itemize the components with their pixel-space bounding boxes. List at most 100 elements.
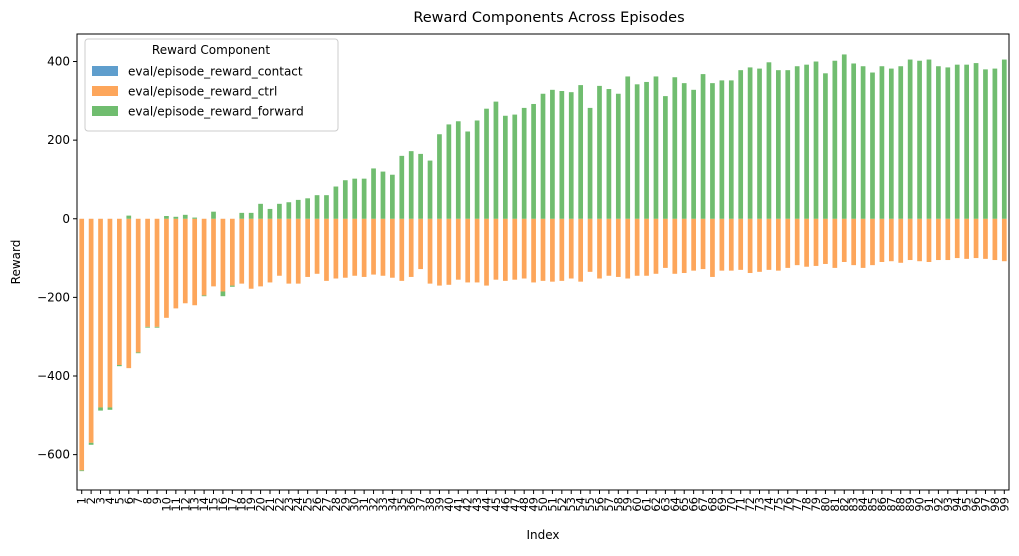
x-tick-label: 95 <box>960 497 974 512</box>
x-tick-label: 22 <box>272 497 286 512</box>
bar-episode-reward-ctrl-52 <box>559 218 565 281</box>
bar-episode-reward-ctrl-26 <box>314 218 320 274</box>
bar-episode-reward-ctrl-37 <box>418 218 423 270</box>
bar-episode-reward-forward-58 <box>615 93 621 219</box>
bar-episode-reward-forward-16 <box>220 291 226 297</box>
bar-episode-reward-forward-81 <box>832 60 838 219</box>
x-tick-label: 15 <box>207 497 221 512</box>
bar-episode-reward-forward-30 <box>352 178 358 219</box>
bar-episode-reward-forward-34 <box>390 174 395 219</box>
y-axis-label: Reward <box>9 240 23 285</box>
bar-episode-reward-forward-84 <box>860 66 866 219</box>
bar-episode-reward-ctrl-11 <box>173 218 179 309</box>
bar-episode-reward-forward-60 <box>634 84 640 219</box>
x-tick-label: 45 <box>489 497 503 512</box>
bars-layer <box>79 54 1007 472</box>
bar-episode-reward-ctrl-70 <box>728 218 734 271</box>
x-tick-label: 19 <box>244 497 258 512</box>
x-tick-label: 86 <box>875 497 889 512</box>
bar-episode-reward-forward-43 <box>474 120 480 219</box>
x-tick-label: 20 <box>254 497 268 512</box>
x-tick-label: 67 <box>696 497 710 512</box>
x-tick-label: 56 <box>592 497 606 512</box>
x-tick-label: 89 <box>903 497 917 512</box>
x-tick-label: 5 <box>112 497 126 504</box>
bar-episode-reward-forward-92 <box>936 66 941 219</box>
x-tick-label: 57 <box>602 497 616 512</box>
x-tick-label: 40 <box>442 497 456 512</box>
bar-episode-reward-forward-82 <box>841 54 847 219</box>
bar-episode-reward-forward-49 <box>531 103 536 219</box>
bar-episode-reward-forward-11 <box>173 216 179 219</box>
bar-episode-reward-ctrl-96 <box>973 218 979 259</box>
x-tick-label: 16 <box>216 497 230 512</box>
x-tick-label: 44 <box>480 497 494 512</box>
x-tick-label: 53 <box>564 497 578 512</box>
bar-episode-reward-forward-90 <box>917 60 922 219</box>
bar-episode-reward-ctrl-41 <box>455 218 461 280</box>
bar-episode-reward-forward-78 <box>804 64 809 219</box>
bar-episode-reward-forward-22 <box>277 203 282 219</box>
bar-episode-reward-ctrl-34 <box>390 218 395 278</box>
bar-episode-reward-forward-26 <box>314 195 320 219</box>
bar-episode-reward-forward-13 <box>192 217 198 219</box>
x-tick-label: 7 <box>131 497 145 504</box>
x-tick-label: 37 <box>414 497 428 512</box>
bar-episode-reward-ctrl-40 <box>446 218 452 285</box>
bar-episode-reward-forward-5 <box>117 364 122 367</box>
bar-episode-reward-ctrl-7 <box>135 218 141 353</box>
x-tick-label: 25 <box>301 497 315 512</box>
bar-episode-reward-ctrl-55 <box>587 218 593 272</box>
x-tick-label: 60 <box>630 497 644 512</box>
bar-episode-reward-ctrl-94 <box>954 218 960 259</box>
x-tick-label: 68 <box>705 497 719 512</box>
bar-episode-reward-ctrl-99 <box>1001 218 1007 262</box>
bar-episode-reward-ctrl-79 <box>813 218 819 266</box>
x-tick-label: 3 <box>94 497 108 504</box>
bar-episode-reward-ctrl-75 <box>776 218 781 271</box>
bar-episode-reward-forward-10 <box>164 216 169 219</box>
y-axis: −600 −400 −200 0 200 400 <box>37 55 77 462</box>
bar-episode-reward-ctrl-13 <box>192 218 198 306</box>
x-tick-label: 93 <box>941 497 955 512</box>
bar-episode-reward-ctrl-69 <box>719 218 725 271</box>
bar-episode-reward-ctrl-77 <box>794 218 800 266</box>
x-tick-label: 66 <box>687 497 701 512</box>
y-tick-label: 0 <box>62 212 70 226</box>
bar-episode-reward-forward-25 <box>305 198 310 219</box>
bar-episode-reward-forward-12 <box>182 214 188 219</box>
legend: Reward Component eval/episode_reward_con… <box>84 38 339 132</box>
bar-episode-reward-forward-79 <box>813 61 819 219</box>
bar-episode-reward-forward-6 <box>126 215 132 219</box>
x-tick-label: 92 <box>931 497 945 512</box>
bar-episode-reward-forward-47 <box>512 114 518 219</box>
x-tick-label: 43 <box>470 497 484 512</box>
bar-episode-reward-ctrl-57 <box>606 218 612 276</box>
bar-episode-reward-ctrl-61 <box>644 218 649 276</box>
y-tick-label: −600 <box>37 448 70 462</box>
bar-episode-reward-forward-46 <box>502 115 508 219</box>
bar-episode-reward-ctrl-65 <box>681 218 687 274</box>
x-tick-label: 54 <box>574 497 588 512</box>
bar-episode-reward-forward-91 <box>926 59 932 219</box>
bar-episode-reward-ctrl-87 <box>888 218 894 262</box>
legend-label: eval/episode_reward_ctrl <box>128 85 277 99</box>
bar-episode-reward-ctrl-62 <box>653 218 659 274</box>
bar-episode-reward-forward-32 <box>371 168 376 219</box>
x-tick-label: 11 <box>169 497 183 512</box>
bar-episode-reward-ctrl-95 <box>964 218 969 259</box>
bar-episode-reward-ctrl-17 <box>229 218 235 286</box>
bar-episode-reward-ctrl-67 <box>700 218 706 270</box>
x-tick-label: 88 <box>894 497 908 512</box>
bar-episode-reward-ctrl-2 <box>88 218 94 443</box>
legend-swatch <box>92 106 118 116</box>
x-tick-label: 97 <box>978 497 992 512</box>
legend-swatch <box>92 66 118 76</box>
x-tick-label: 98 <box>988 497 1002 512</box>
bar-episode-reward-forward-57 <box>606 89 612 219</box>
bar-episode-reward-ctrl-60 <box>634 218 640 276</box>
bar-episode-reward-ctrl-45 <box>493 218 499 280</box>
x-tick-label: 71 <box>734 497 748 512</box>
bar-episode-reward-forward-85 <box>870 72 875 219</box>
bar-episode-reward-forward-52 <box>559 91 565 219</box>
